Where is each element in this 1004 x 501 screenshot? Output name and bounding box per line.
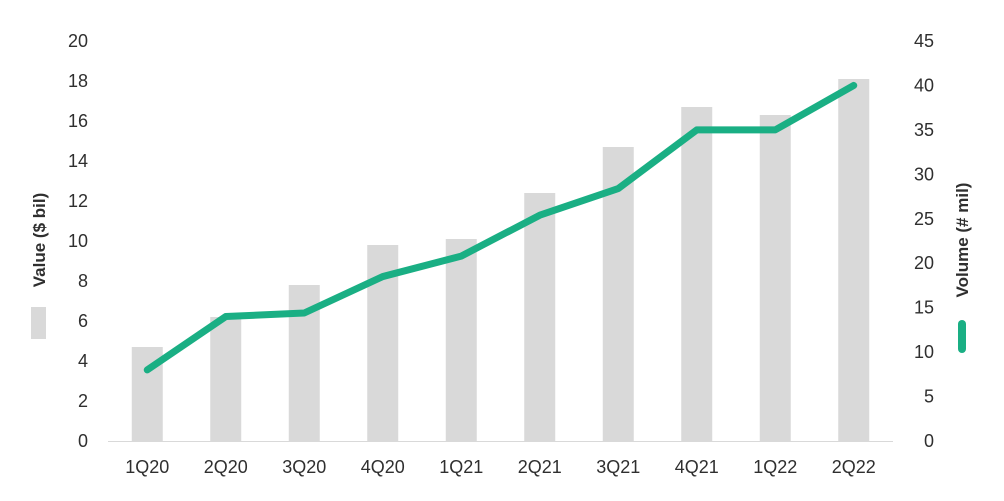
- left-tick-label: 0: [78, 431, 88, 451]
- x-tick-label: 3Q20: [282, 457, 326, 477]
- bar-2Q21: [524, 193, 556, 441]
- bar-1Q21: [445, 239, 477, 441]
- x-axis-ticks: 1Q20 2Q20 3Q20 4Q20 1Q21 2Q21 3Q21 4Q21 1Q22 2Q22: [125, 457, 876, 477]
- left-axis-ticks: 0 2 4 6 8 10 12 14 16 18 20: [68, 31, 88, 451]
- left-tick-label: 2: [78, 391, 88, 411]
- left-axis-label: Value ($ bil): [30, 193, 49, 287]
- right-tick-label: 5: [924, 387, 934, 407]
- right-axis-label: Volume (# mil): [953, 183, 972, 298]
- right-tick-label: 40: [914, 75, 934, 95]
- bar-2Q20: [210, 317, 242, 441]
- value-bars: [131, 79, 870, 441]
- bar-4Q21: [681, 107, 713, 441]
- x-tick-label: 4Q21: [675, 457, 719, 477]
- x-tick-label: 1Q20: [125, 457, 169, 477]
- right-axis-title: Volume (# mil): [953, 183, 972, 298]
- right-tick-label: 25: [914, 209, 934, 229]
- left-tick-label: 4: [78, 351, 88, 371]
- left-tick-label: 14: [68, 151, 88, 171]
- right-tick-label: 45: [914, 31, 934, 51]
- left-tick-label: 18: [68, 71, 88, 91]
- left-tick-label: 20: [68, 31, 88, 51]
- right-axis-ticks: 0 5 10 15 20 25 30 35 40 45: [914, 31, 934, 451]
- bar-2Q22: [838, 79, 870, 441]
- x-tick-label: 4Q20: [361, 457, 405, 477]
- left-tick-label: 6: [78, 311, 88, 331]
- left-tick-label: 10: [68, 231, 88, 251]
- x-tick-label: 2Q22: [832, 457, 876, 477]
- right-tick-label: 10: [914, 342, 934, 362]
- x-tick-label: 2Q20: [204, 457, 248, 477]
- left-axis-title: Value ($ bil): [30, 193, 49, 287]
- volume-line: [143, 81, 858, 374]
- bar-3Q21: [602, 147, 634, 441]
- left-tick-label: 12: [68, 191, 88, 211]
- left-tick-label: 16: [68, 111, 88, 131]
- x-tick-label: 1Q22: [753, 457, 797, 477]
- right-tick-label: 30: [914, 164, 934, 184]
- bar-1Q22: [759, 115, 791, 441]
- left-tick-label: 8: [78, 271, 88, 291]
- x-tick-label: 1Q21: [439, 457, 483, 477]
- legend-bar-swatch: [31, 307, 46, 339]
- right-tick-label: 35: [914, 120, 934, 140]
- right-tick-label: 20: [914, 253, 934, 273]
- x-tick-label: 2Q21: [518, 457, 562, 477]
- right-tick-label: 15: [914, 298, 934, 318]
- x-tick-label: 3Q21: [596, 457, 640, 477]
- right-tick-label: 0: [924, 431, 934, 451]
